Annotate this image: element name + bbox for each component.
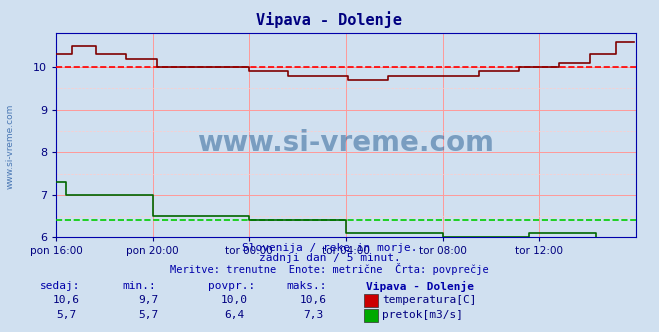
Text: sedaj:: sedaj: — [40, 281, 80, 290]
Text: temperatura[C]: temperatura[C] — [382, 295, 476, 305]
Text: 10,6: 10,6 — [300, 295, 326, 305]
Text: www.si-vreme.com: www.si-vreme.com — [5, 103, 14, 189]
Text: 7,3: 7,3 — [303, 310, 323, 320]
Text: maks.:: maks.: — [287, 281, 327, 290]
Text: Vipava - Dolenje: Vipava - Dolenje — [366, 281, 474, 291]
Text: 5,7: 5,7 — [56, 310, 76, 320]
Text: Meritve: trenutne  Enote: metrične  Črta: povprečje: Meritve: trenutne Enote: metrične Črta: … — [170, 263, 489, 275]
Text: pretok[m3/s]: pretok[m3/s] — [382, 310, 463, 320]
Text: www.si-vreme.com: www.si-vreme.com — [198, 129, 494, 157]
Text: Slovenija / reke in morje.: Slovenija / reke in morje. — [242, 243, 417, 253]
Text: povpr.:: povpr.: — [208, 281, 255, 290]
Text: 10,6: 10,6 — [53, 295, 79, 305]
Bar — [364, 294, 378, 307]
Text: 5,7: 5,7 — [138, 310, 158, 320]
Text: Vipava - Dolenje: Vipava - Dolenje — [256, 12, 403, 29]
Text: zadnji dan / 5 minut.: zadnji dan / 5 minut. — [258, 253, 401, 263]
Text: 9,7: 9,7 — [138, 295, 158, 305]
Text: 6,4: 6,4 — [224, 310, 244, 320]
Text: min.:: min.: — [122, 281, 156, 290]
Text: 10,0: 10,0 — [221, 295, 247, 305]
Bar — [364, 309, 378, 322]
